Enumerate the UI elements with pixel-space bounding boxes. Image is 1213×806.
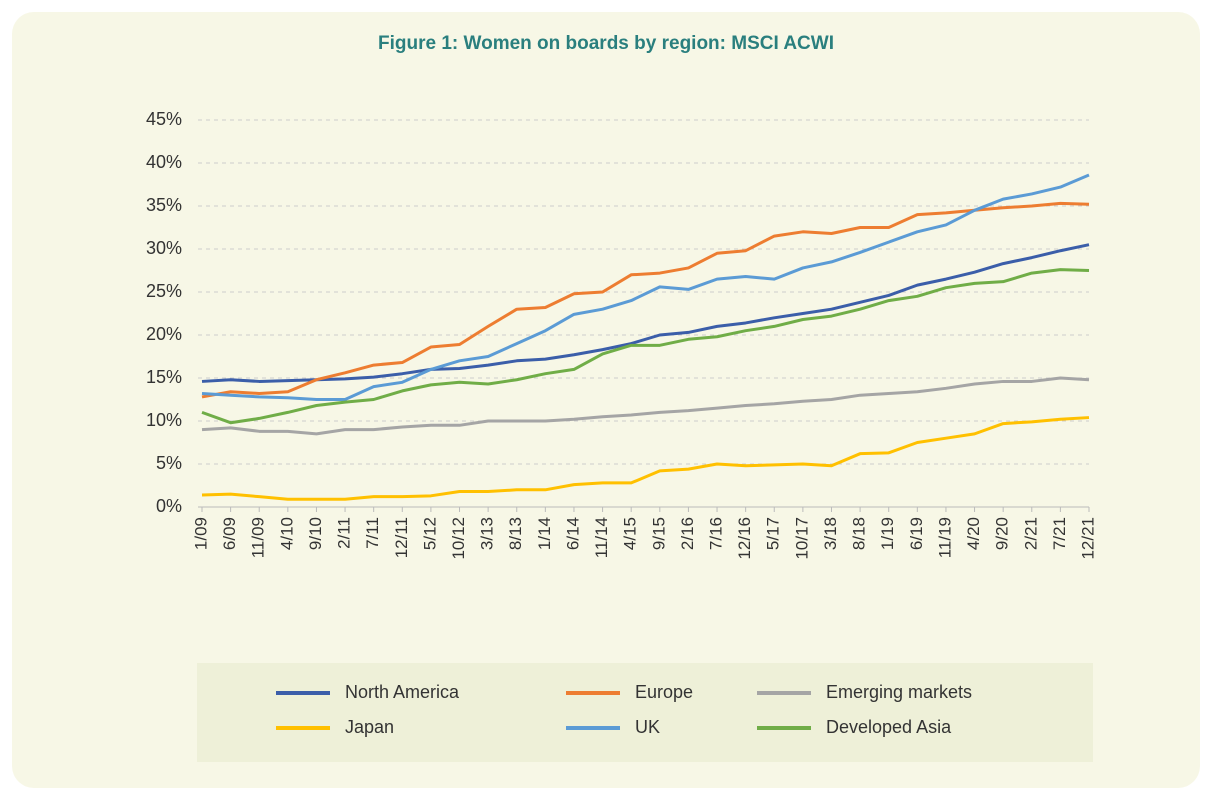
x-tick-label: 4/20 xyxy=(964,517,983,550)
y-tick-label: 20% xyxy=(146,324,182,344)
x-tick-label: 7/16 xyxy=(707,517,726,550)
x-tick-label: 2/16 xyxy=(678,517,697,550)
x-tick-label: 1/14 xyxy=(535,517,554,550)
x-tick-label: 9/15 xyxy=(649,517,668,550)
x-tick-label: 1/19 xyxy=(878,517,897,550)
x-tick-label: 11/09 xyxy=(249,517,268,558)
legend xyxy=(197,663,1093,762)
y-tick-label: 25% xyxy=(146,281,182,301)
y-tick-label: 10% xyxy=(146,410,182,430)
x-tick-label: 10/17 xyxy=(792,517,811,560)
series-line xyxy=(201,416,1090,501)
legend-label: Emerging markets xyxy=(826,682,972,702)
x-tick-label: 6/19 xyxy=(907,517,926,550)
x-tick-label: 9/20 xyxy=(993,517,1012,550)
chart-title: Figure 1: Women on boards by region: MSC… xyxy=(378,33,834,54)
x-tick-label: 12/11 xyxy=(392,517,411,558)
x-tick-label: 6/09 xyxy=(220,517,239,550)
x-tick-label: 3/18 xyxy=(821,517,840,550)
legend-label: Japan xyxy=(345,717,394,737)
series-line xyxy=(201,268,1090,425)
x-tick-label: 1/09 xyxy=(191,517,210,550)
x-tick-label: 11/19 xyxy=(935,517,954,558)
x-tick-label: 12/21 xyxy=(1078,517,1097,560)
x-tick-label: 7/11 xyxy=(363,517,382,549)
legend-label: Europe xyxy=(635,682,693,702)
x-tick-label: 4/10 xyxy=(277,517,296,550)
legend-label: Developed Asia xyxy=(826,717,952,737)
x-tick-label: 8/18 xyxy=(850,517,869,550)
x-tick-label: 8/13 xyxy=(506,517,525,550)
y-tick-label: 40% xyxy=(146,152,182,172)
legend-label: UK xyxy=(635,717,660,737)
y-tick-label: 5% xyxy=(156,453,182,473)
x-tick-label: 2/11 xyxy=(335,517,354,549)
x-tick-label: 5/12 xyxy=(420,517,439,550)
x-tick-label: 5/17 xyxy=(764,517,783,550)
series-line xyxy=(201,201,1090,399)
series-line xyxy=(201,243,1090,383)
x-tick-label: 4/15 xyxy=(621,517,640,550)
x-tick-label: 6/14 xyxy=(563,517,582,550)
y-tick-label: 30% xyxy=(146,238,182,258)
x-tick-label: 12/16 xyxy=(735,517,754,560)
legend-label: North America xyxy=(345,682,460,702)
x-tick-label: 9/10 xyxy=(306,517,325,550)
y-tick-label: 35% xyxy=(146,195,182,215)
x-tick-label: 10/12 xyxy=(449,517,468,560)
y-tick-label: 15% xyxy=(146,367,182,387)
series-line xyxy=(201,376,1090,436)
series-line xyxy=(201,173,1090,401)
x-tick-label: 2/21 xyxy=(1021,517,1040,550)
x-tick-label: 7/21 xyxy=(1050,517,1069,550)
x-tick-label: 11/14 xyxy=(592,517,611,558)
y-tick-label: 45% xyxy=(146,109,182,129)
x-tick-label: 3/13 xyxy=(478,517,497,550)
y-tick-label: 0% xyxy=(156,496,182,516)
